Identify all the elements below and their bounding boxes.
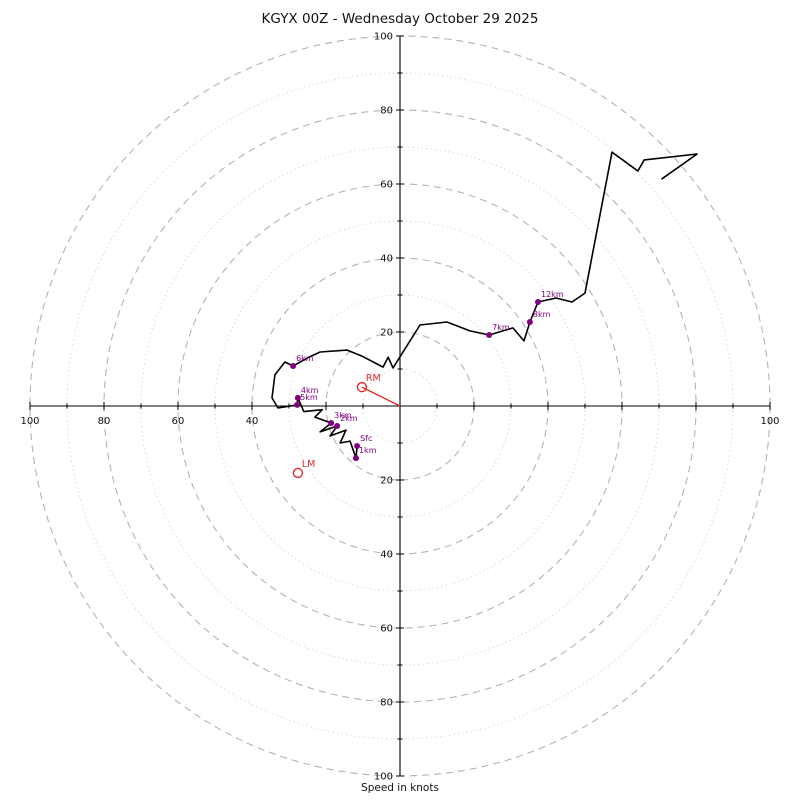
height-marker-label-1km: 1km	[359, 446, 377, 455]
height-marker-4km	[294, 394, 301, 401]
v-axis-tick-label: 40	[380, 254, 393, 265]
v-axis-tick-label: 60	[380, 624, 393, 635]
height-marker-12km	[535, 299, 542, 306]
v-axis-tick-label: 20	[380, 328, 393, 339]
v-axis-tick-label: 20	[380, 476, 393, 487]
u-axis-tick-label: 100	[20, 416, 39, 427]
v-axis-tick-label: 80	[380, 698, 393, 709]
height-marker-label-7km: 7km	[492, 323, 510, 332]
height-marker-8km	[526, 319, 533, 326]
rm-marker	[356, 381, 368, 393]
trace-path	[271, 151, 698, 459]
height-marker-3km	[328, 420, 335, 427]
u-axis-tick-label: 40	[246, 416, 259, 427]
height-marker-label-5km: 5km	[300, 393, 318, 402]
u-axis-tick-label: 60	[172, 416, 185, 427]
height-marker-label-8km: 8km	[533, 310, 551, 319]
height-marker-sfc	[354, 442, 361, 449]
lm-marker-label: LM	[302, 459, 316, 470]
height-marker-2km	[334, 422, 341, 429]
height-marker-label-sfc: Sfc	[360, 434, 372, 443]
height-marker-label-4km: 4km	[301, 386, 319, 395]
height-marker-label-6km: 6km	[296, 354, 314, 363]
height-marker-7km	[486, 331, 493, 338]
u-axis-tick-label: 80	[98, 416, 111, 427]
storm-motion-vector	[361, 386, 401, 407]
u-axis-tick-label: 100	[760, 416, 779, 427]
height-marker-6km	[290, 363, 297, 370]
v-axis-tick-label: 60	[380, 180, 393, 191]
v-axis-tick-label: 100	[374, 32, 393, 43]
height-marker-label-2km: 2km	[340, 414, 358, 423]
chart-title: KGYX 00Z - Wednesday October 29 2025	[261, 11, 539, 27]
x-axis-label: Speed in knots	[361, 782, 439, 794]
height-marker-1km	[352, 455, 359, 462]
lm-marker	[292, 467, 304, 479]
height-marker-5km	[294, 401, 301, 408]
v-axis-tick-label: 40	[380, 550, 393, 561]
rm-marker-label: RM	[366, 373, 381, 384]
height-marker-label-12km: 12km	[541, 290, 564, 299]
height-marker-label-3km: 3km	[334, 411, 352, 420]
v-axis-tick-label: 80	[380, 106, 393, 117]
v-axis-tick-label: 100	[374, 772, 393, 783]
